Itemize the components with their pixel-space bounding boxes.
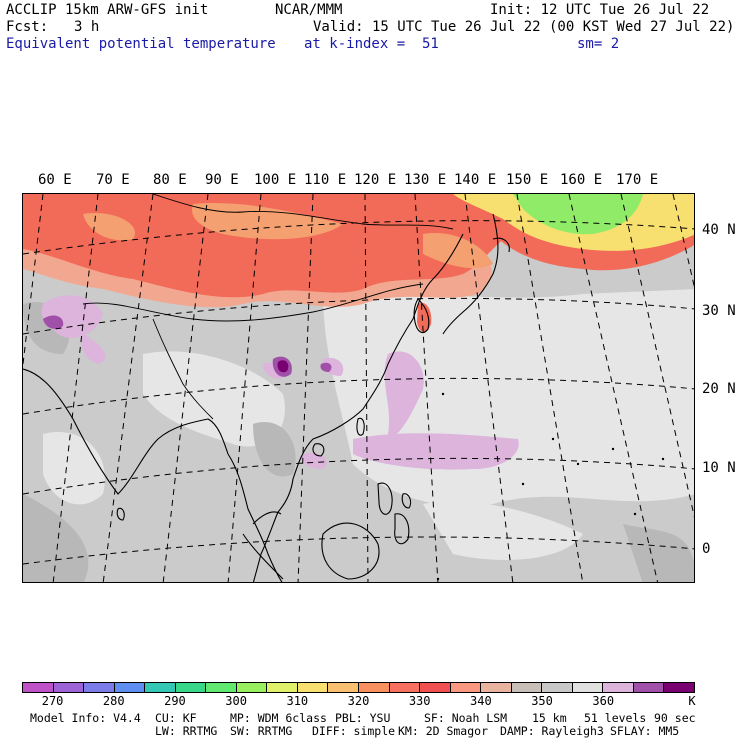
valid-time: Valid: 15 UTC Tue 26 Jul 22 (00 KST Wed …	[313, 19, 735, 35]
lon-label: 120 E	[354, 172, 397, 188]
colorbar-swatch	[572, 683, 604, 692]
lon-label: 60 E	[38, 172, 72, 188]
colorbar-swatch	[420, 683, 451, 692]
resolution: 15 km	[532, 711, 567, 725]
lat-label: 0	[702, 541, 711, 557]
colorbar-swatch	[511, 683, 543, 692]
lat-label: 40 N	[702, 222, 736, 238]
colorbar-swatch	[23, 683, 54, 692]
lat-label: 30 N	[702, 303, 736, 319]
colorbar-tick-label: 310	[286, 694, 309, 708]
lon-label: 130 E	[404, 172, 447, 188]
center-label: NCAR/MMM	[275, 2, 343, 18]
colorbar-swatch	[328, 683, 360, 692]
lon-label: 170 E	[616, 172, 659, 188]
sflay-scheme: SFLAY: MM5	[610, 724, 680, 738]
colorbar-swatch	[84, 683, 115, 692]
colorbar-tick-label: 280	[102, 694, 125, 708]
colorbar-tick-label: 320	[347, 694, 370, 708]
cu-scheme: CU: KF	[155, 711, 197, 725]
init-time: Init: 12 UTC Tue 26 Jul 22	[490, 2, 710, 18]
lon-label: 110 E	[304, 172, 347, 188]
fcst-value: 3 h	[74, 19, 100, 35]
lon-label: 140 E	[454, 172, 497, 188]
colorbar-swatch	[542, 683, 573, 692]
colorbar-swatch	[267, 683, 298, 692]
colorbar-unit: K	[688, 694, 696, 708]
theta-e-330-band	[23, 194, 523, 298]
colorbar-swatch	[114, 683, 146, 692]
km-scheme: KM: 2D Smagor	[398, 724, 489, 738]
colorbar-tick-label: 360	[592, 694, 615, 708]
lon-label: 70 E	[96, 172, 130, 188]
colorbar-swatch	[206, 683, 237, 692]
colorbar-tick-label: 330	[408, 694, 431, 708]
model-info: Model Info: V4.4	[30, 711, 141, 725]
island-dots	[436, 392, 665, 581]
colorbar-swatch	[633, 683, 665, 692]
colorbar-swatch	[175, 683, 207, 692]
sw-scheme: SW: RRTMG	[230, 724, 293, 738]
graticule	[23, 194, 694, 582]
colorbar-swatch	[450, 683, 482, 692]
vertical-levels: 51 levels	[584, 711, 647, 725]
theta-e-345-patches	[23, 302, 694, 582]
colorbar-tick-label: 350	[531, 694, 553, 708]
colorbar-swatch	[53, 683, 85, 692]
colorbar-swatch	[481, 683, 512, 692]
fcst-label: Fcst:	[6, 19, 49, 35]
lon-label: 90 E	[205, 172, 239, 188]
colorbar-tick-label: 270	[41, 694, 64, 708]
diff-scheme: DIFF: simple	[312, 724, 396, 738]
colorbar	[22, 682, 695, 693]
colorbar-tick-label: 300	[225, 694, 247, 708]
damp-scheme: DAMP: Rayleigh3	[500, 724, 604, 738]
title: ACCLIP 15km ARW-GFS init	[6, 2, 209, 18]
field-name: Equivalent potential temperature	[6, 36, 276, 52]
lon-label: 150 E	[506, 172, 549, 188]
lat-label: 10 N	[702, 460, 736, 476]
colorbar-tick-label: 290	[164, 694, 186, 708]
timestep: 90 sec	[654, 711, 696, 725]
level-index: at k-index = 51	[304, 36, 439, 52]
lw-scheme: LW: RRTMG	[155, 724, 218, 738]
theta-e-300-band	[513, 194, 643, 235]
colorbar-swatch	[603, 683, 634, 692]
colorbar-swatch	[359, 683, 390, 692]
colorbar-tick-label: 340	[470, 694, 492, 708]
colorbar-swatch	[297, 683, 329, 692]
lon-label: 160 E	[560, 172, 603, 188]
lon-label: 80 E	[153, 172, 187, 188]
colorbar-swatch	[664, 683, 695, 692]
colorbar-swatch	[145, 683, 176, 692]
sf-scheme: SF: Noah LSM	[424, 711, 508, 725]
theta-e-360-patches	[41, 295, 519, 470]
map-panel	[22, 193, 695, 583]
colorbar-swatch	[389, 683, 421, 692]
theta-e-380-core	[277, 360, 289, 373]
coastlines	[23, 194, 510, 582]
colorbar-swatch	[236, 683, 268, 692]
mp-scheme: MP: WDM 6class	[230, 711, 327, 725]
korea-warm-patch	[417, 302, 432, 333]
lon-label: 100 E	[254, 172, 297, 188]
lat-label: 20 N	[702, 381, 736, 397]
pbl-scheme: PBL: YSU	[335, 711, 391, 725]
smoothing: sm= 2	[577, 36, 620, 52]
